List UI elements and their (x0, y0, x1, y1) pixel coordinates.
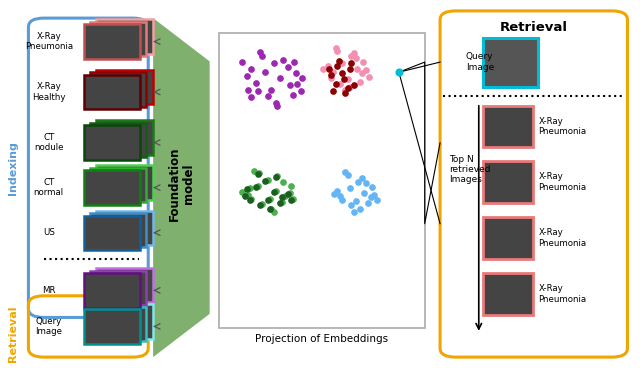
Bar (84, 216, 140, 250)
Text: CT
nodule: CT nodule (34, 133, 63, 152)
Text: Query
Image: Query Image (35, 317, 62, 336)
Text: Top N
retrieved
Images: Top N retrieved Images (449, 155, 491, 184)
Text: X-Ray
Pneumonia: X-Ray Pneumonia (538, 173, 586, 192)
Text: X-Ray
Pneumonia: X-Ray Pneumonia (24, 32, 73, 51)
Bar (96, 70, 152, 104)
Text: X-Ray
Pneumonia: X-Ray Pneumonia (538, 117, 586, 136)
Bar (90, 123, 147, 157)
Bar (483, 273, 534, 315)
Bar (483, 162, 534, 203)
Text: Indexing: Indexing (8, 141, 18, 195)
Bar (90, 22, 147, 56)
Bar (90, 271, 147, 305)
Bar (84, 24, 140, 59)
Bar (483, 106, 534, 147)
Bar (90, 213, 147, 247)
Text: US: US (43, 228, 54, 237)
Bar (96, 20, 152, 54)
Bar (90, 72, 147, 107)
Bar (96, 268, 152, 302)
Text: X-Ray
Pneumonia: X-Ray Pneumonia (538, 284, 586, 304)
Text: MR: MR (42, 286, 56, 295)
Bar (96, 304, 152, 339)
Bar (219, 32, 425, 328)
Bar (96, 166, 152, 200)
Bar (96, 210, 152, 245)
Bar (84, 273, 140, 308)
Text: Projection of Embeddings: Projection of Embeddings (255, 335, 388, 344)
Text: Foundation
model: Foundation model (168, 147, 195, 221)
Bar (90, 307, 147, 341)
Polygon shape (153, 18, 210, 357)
Bar (483, 38, 538, 86)
Text: X-Ray
Pneumonia: X-Ray Pneumonia (538, 229, 586, 248)
Text: Retrieval: Retrieval (500, 21, 568, 33)
Bar (90, 168, 147, 202)
Bar (84, 75, 140, 109)
Text: Query
Image: Query Image (466, 52, 494, 72)
Bar (84, 309, 140, 344)
Bar (84, 125, 140, 160)
Text: Retrieval: Retrieval (8, 305, 18, 362)
Text: X-Ray
Healthy: X-Ray Healthy (32, 82, 65, 102)
Bar (84, 170, 140, 205)
Bar (96, 120, 152, 155)
Bar (483, 217, 534, 259)
Text: CT
normal: CT normal (34, 178, 64, 197)
